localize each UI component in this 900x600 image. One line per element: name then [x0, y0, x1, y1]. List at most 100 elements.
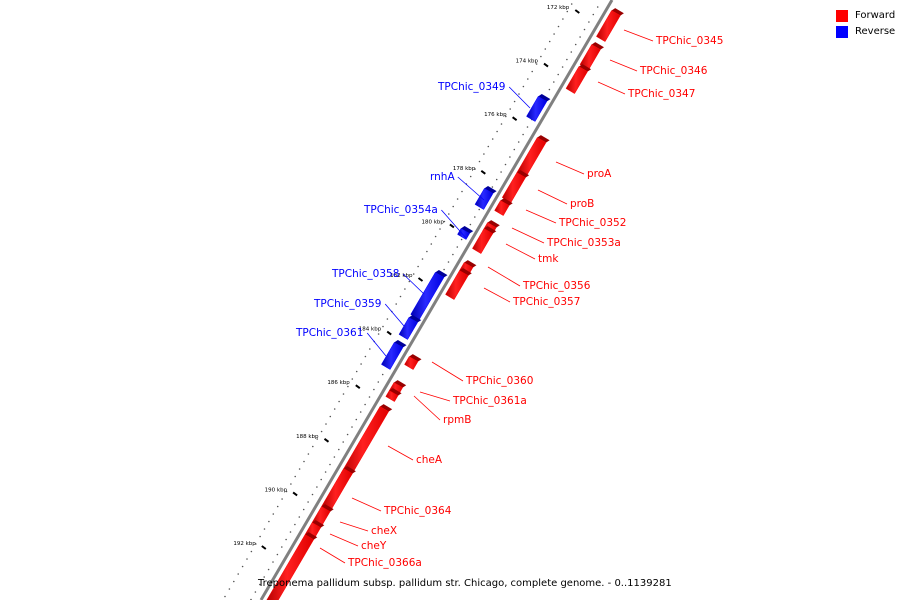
guide-dot: [526, 126, 529, 128]
guide-dot: [316, 438, 319, 440]
gene-tpchic-0353a-shade: [487, 220, 500, 228]
guide-dot: [417, 265, 419, 268]
gene-label-tpchic-0345: TPChic_0345: [655, 35, 723, 47]
gene-labels: TPChic_0345 TPChic_0346 TPChic_0347 TPChic_…: [295, 29, 723, 569]
guide-dot: [557, 25, 560, 28]
tick-label: 180 kbp: [421, 219, 444, 225]
gene-proa-leader: [555, 161, 585, 175]
gene-label-tpchic-0361: TPChic_0361: [295, 327, 363, 339]
tick-mark: [511, 116, 518, 121]
guide-dot: [351, 378, 354, 380]
guide-dot: [588, 21, 590, 23]
legend-label-forward: Forward: [855, 10, 896, 21]
guide-dot: [355, 370, 358, 373]
gene-tpchic-0346-leader: [609, 59, 638, 72]
tick-label: 172 kbp: [547, 5, 570, 11]
gene-label-tpchic-0358: TPChic_0358: [331, 268, 399, 280]
tick-mark: [292, 491, 298, 497]
guide-dot: [421, 258, 424, 260]
gene-label-rpmb: rpmB: [443, 414, 471, 426]
guide-dot: [474, 216, 476, 218]
genome-backbone: [259, 0, 614, 600]
gene-tpchic-0356-leader: [487, 266, 521, 287]
guide-dot: [469, 175, 472, 178]
tick-label: 186 kbp: [327, 380, 350, 386]
tick-label: 182 kbp: [390, 273, 413, 279]
gene-label-tmk: tmk: [538, 253, 559, 265]
guide-dot: [439, 228, 441, 230]
genome-caption: Treponema pallidum subsp. pallidum str. …: [258, 578, 672, 589]
gene-prob-leader: [537, 189, 568, 205]
guide-dot: [298, 516, 301, 518]
guide-dot: [338, 400, 340, 403]
guide-dot: [377, 333, 380, 335]
gene-tpchic-0358: [410, 272, 445, 320]
gene-tpchic-0357-shade: [459, 268, 472, 276]
tick-mark: [386, 330, 392, 336]
guide-dot: [527, 78, 529, 80]
guide-dot: [237, 573, 239, 575]
coordinate-ticks: 172 kbp 174 kbp 176 kbp 178 kbp 180 kbp 182 k…: [233, 5, 580, 550]
guide-dot: [325, 423, 327, 425]
gene-rnha: [474, 188, 494, 210]
guide-dot: [570, 51, 573, 53]
guide-dot: [495, 178, 498, 181]
guide-dot: [553, 33, 555, 35]
guide-dot: [447, 261, 450, 263]
guide-dot: [592, 13, 595, 16]
guide-dot: [294, 523, 296, 526]
guide-dot: [513, 148, 516, 151]
gene-tpchic-0361-shade: [394, 340, 407, 348]
guide-dot: [483, 153, 485, 155]
gene-tmk-leader: [505, 243, 536, 260]
tick-mark: [543, 62, 549, 68]
guide-dot: [338, 448, 340, 451]
gene-tpchic-0347-shade: [578, 64, 592, 72]
guide-dot: [329, 415, 332, 418]
guide-dot: [509, 156, 511, 158]
guide-dot: [351, 426, 353, 428]
legend-item-forward: Forward: [836, 8, 895, 23]
guide-dot: [500, 171, 502, 173]
guide-dot: [224, 595, 226, 598]
guide-dot: [298, 468, 301, 470]
guide-dot: [395, 303, 398, 305]
guide-dot: [491, 138, 494, 140]
guide-dot: [583, 28, 586, 31]
gene-label-chey: cheY: [361, 540, 387, 552]
guide-dot: [570, 3, 573, 5]
guide-dot: [517, 141, 520, 143]
gene-tpchic-0358-shade: [435, 270, 448, 278]
guide-dot: [557, 73, 559, 76]
guide-dot: [303, 460, 305, 463]
guide-dot: [255, 543, 257, 545]
guide-dot: [579, 36, 581, 38]
guide-dot: [430, 243, 433, 245]
gene-prob-shade: [516, 170, 530, 178]
guide-dot: [522, 85, 525, 88]
guide-dot: [452, 253, 454, 256]
guide-dot: [311, 493, 314, 496]
guide-dot: [434, 235, 437, 238]
guide-dot: [382, 325, 384, 328]
guide-dot: [505, 115, 507, 118]
gene-chea-shade: [380, 404, 393, 412]
guide-dot: [290, 483, 292, 485]
gene-label-tpchic-0356: TPChic_0356: [522, 280, 591, 292]
gene-tpchic-0353a-leader: [511, 227, 545, 244]
guide-dot: [364, 355, 367, 358]
gene-tpchic-0366a: [266, 534, 315, 600]
guide-dot: [448, 213, 450, 215]
guide-dot: [566, 10, 569, 13]
guide-dot: [259, 583, 261, 586]
guide-dot: [276, 553, 279, 556]
guide-dot: [233, 580, 235, 583]
gene-tpchic-0366a-shade: [305, 532, 318, 540]
guide-dot: [408, 280, 411, 283]
tick-label: 176 kbp: [484, 112, 507, 118]
gene-label-tpchic-0366a: TPChic_0366a: [347, 557, 422, 569]
gene-tpchic-0356-shade: [464, 260, 477, 268]
gene-label-tpchic-0364: TPChic_0364: [383, 505, 452, 517]
guide-dot: [285, 490, 288, 493]
